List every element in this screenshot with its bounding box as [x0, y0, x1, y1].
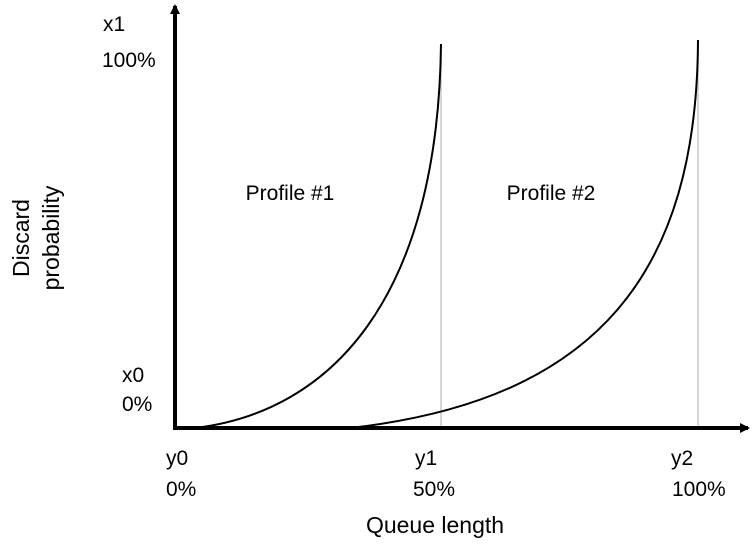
x-tick-y1-value: 50% — [413, 478, 455, 501]
profile-2-curve — [349, 39, 699, 429]
y-axis-title: Discard probability — [8, 185, 64, 290]
x-tick-y2-label: y2 — [671, 447, 693, 470]
y-axis-title-line-1: Discard — [8, 199, 34, 277]
x-tick-y0-label: y0 — [166, 447, 188, 470]
y-axis-bottom-value: 0% — [122, 393, 152, 416]
x-tick-y1-label: y1 — [415, 447, 437, 470]
profile-1-label: Profile #1 — [246, 182, 335, 205]
profile-2-label: Profile #2 — [507, 182, 596, 205]
y-axis-bottom-label: x0 — [122, 364, 144, 387]
y-axis-top-label: x1 — [103, 13, 125, 36]
x-axis-title: Queue length — [366, 512, 504, 538]
x-tick-y0-value: 0% — [166, 478, 196, 501]
y-axis-title-line-2: probability — [38, 185, 64, 290]
y-axis-top-value: 100% — [102, 49, 156, 72]
x-tick-y2-value: 100% — [672, 478, 726, 501]
profile-1-curve — [194, 43, 442, 429]
